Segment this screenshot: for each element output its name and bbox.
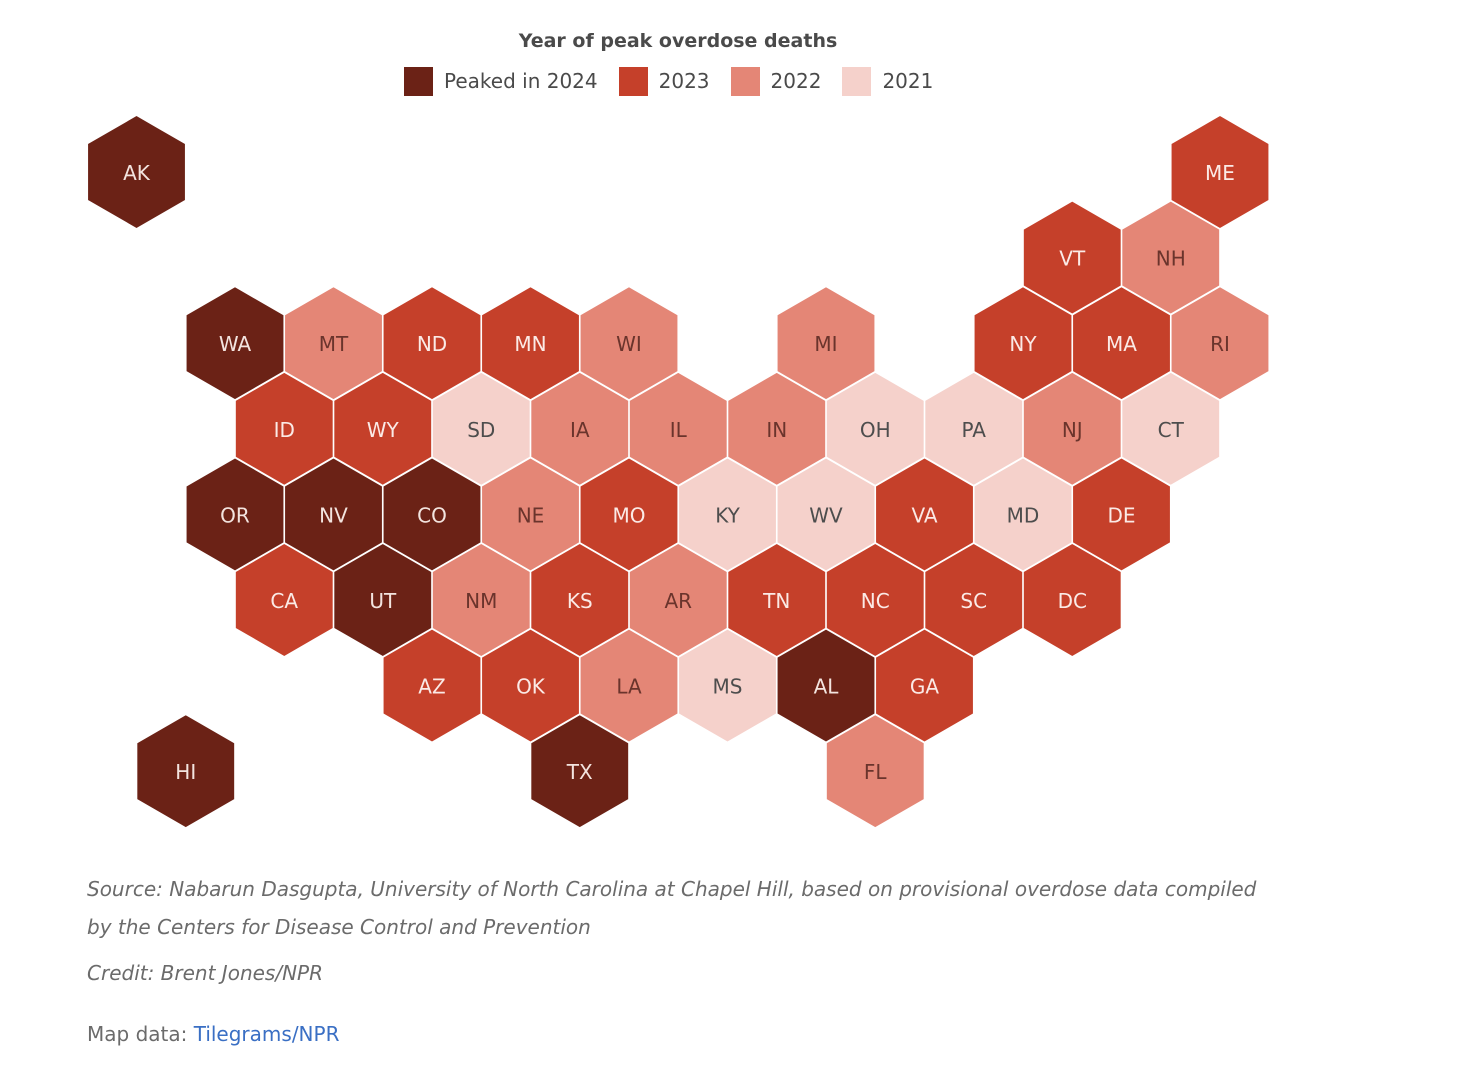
source-note: Source: Nabarun Dasgupta, University of …	[87, 877, 1257, 939]
legend-label-2024: Peaked in 2024	[444, 69, 598, 93]
map-data-note: Map data: Tilegrams/NPR	[87, 1019, 339, 1049]
state-hex-tx	[530, 714, 630, 829]
state-hex-ak	[87, 114, 186, 230]
state-hex-ny	[973, 286, 1073, 401]
state-hex-ma	[1072, 286, 1171, 401]
legend: Peaked in 2024 2023 2022 2021	[404, 66, 954, 96]
state-hex-nv	[284, 457, 383, 572]
legend-title: Year of peak overdose deaths	[518, 30, 838, 52]
state-hex-in	[727, 371, 827, 486]
state-hex-ok	[481, 628, 580, 743]
state-hex-ca	[234, 542, 334, 658]
state-hex-tn	[727, 542, 827, 658]
state-hex-az	[382, 628, 482, 743]
state-tile-ak: AK	[87, 114, 186, 230]
state-hex-or	[185, 457, 285, 572]
legend-label-2022: 2022	[770, 69, 822, 93]
state-hex-wa	[185, 286, 285, 401]
legend-item-2024: Peaked in 2024	[404, 66, 598, 96]
map-data-prefix: Map data:	[87, 1022, 194, 1046]
legend-swatch-2024	[404, 66, 433, 96]
state-hex-al	[776, 628, 876, 743]
state-hex-pa	[924, 371, 1024, 486]
state-hex-va	[875, 457, 974, 572]
state-hex-mo	[579, 457, 679, 572]
state-hex-sd	[431, 371, 531, 486]
state-hex-vt	[1022, 200, 1122, 315]
legend-label-2023: 2023	[658, 69, 710, 93]
state-hex-ne	[481, 457, 580, 572]
tilegrams-link[interactable]: Tilegrams/NPR	[193, 1022, 340, 1046]
state-hex-wv	[776, 457, 876, 572]
state-hex-mt	[284, 286, 383, 401]
state-hex-de	[1072, 457, 1171, 572]
state-hex-ky	[678, 457, 777, 572]
state-hex-id	[234, 371, 334, 486]
state-tile-hi: HI	[136, 714, 236, 829]
state-hex-mi	[776, 286, 876, 401]
legend-swatch-2023	[618, 66, 648, 96]
state-hex-nd	[382, 286, 482, 401]
state-hex-nj	[1022, 371, 1122, 486]
legend-item-2021: 2021	[842, 66, 934, 96]
state-hex-nh	[1121, 200, 1221, 315]
credit-note: Credit: Brent Jones/NPR	[87, 961, 323, 985]
legend-swatch-2022	[730, 66, 760, 96]
state-hex-fl	[825, 714, 925, 829]
legend-item-2022: 2022	[730, 66, 822, 96]
state-hex-ri	[1170, 286, 1270, 401]
state-hex-nc	[825, 542, 925, 658]
state-hex-nm	[431, 542, 531, 658]
legend-swatch-2021	[842, 66, 872, 96]
state-hex-mn	[481, 286, 580, 401]
state-hex-ut	[333, 542, 433, 658]
state-hex-sc	[924, 542, 1024, 658]
state-hex-md	[973, 457, 1073, 572]
state-hex-il	[628, 371, 728, 486]
state-hex-ct	[1121, 371, 1221, 486]
state-hex-ms	[678, 628, 777, 743]
state-hex-wy	[333, 371, 433, 486]
state-hex-ks	[530, 542, 630, 658]
state-hex-wi	[579, 286, 679, 401]
state-hex-ga	[875, 628, 974, 743]
state-hex-la	[579, 628, 679, 743]
legend-item-2023: 2023	[618, 66, 710, 96]
state-hex-me	[1170, 114, 1270, 230]
state-hex-ia	[530, 371, 630, 486]
state-hex-hi	[136, 714, 236, 829]
state-hex-co	[382, 457, 482, 572]
legend-label-2021: 2021	[882, 69, 934, 93]
state-hex-ar	[628, 542, 728, 658]
state-hex-oh	[825, 371, 925, 486]
state-hex-dc	[1022, 542, 1122, 658]
